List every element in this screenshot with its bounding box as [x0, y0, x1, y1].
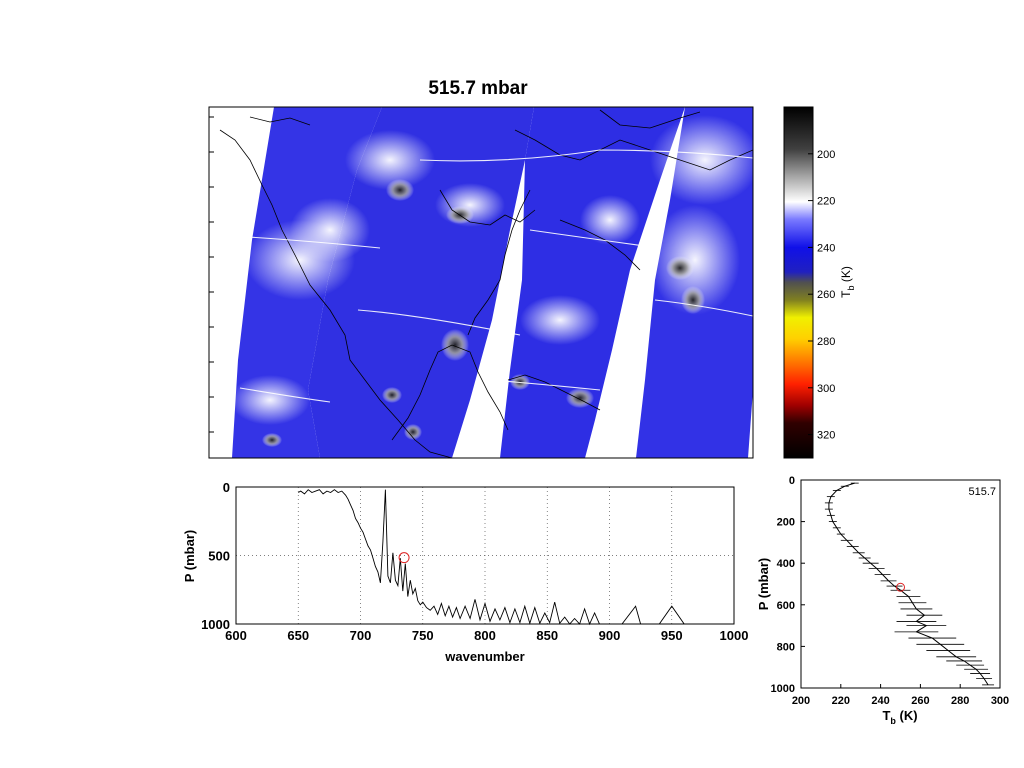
- spectrum-ytick-label: 1000: [201, 617, 230, 632]
- profile-xtick-label: 280: [951, 695, 969, 707]
- map-tick-marks: [209, 116, 214, 433]
- colorbar-tick-label: 200: [817, 149, 835, 161]
- spectrum-xtick-label: 600: [225, 628, 247, 643]
- swath-3: [500, 107, 685, 458]
- profile-xlabel: Tb (K): [882, 708, 917, 726]
- spectrum-xtick-label: 650: [287, 628, 309, 643]
- map-frame: [208, 106, 754, 459]
- colorbar-ticks: 200 220 240 260 280 300 320: [808, 149, 835, 442]
- spectrum-line: [298, 489, 734, 626]
- colorbar-tick-label: 260: [817, 289, 835, 301]
- profile-frame: [800, 479, 1001, 689]
- profile-xtick-label: 300: [991, 695, 1009, 707]
- colorbar-label: Tb (K): [839, 266, 856, 298]
- spectrum-ylabel: P (mbar): [182, 530, 197, 583]
- colorbar-tick-label: 240: [817, 242, 835, 254]
- profile-xtick-label: 220: [832, 695, 850, 707]
- colorbar-tick-label: 300: [817, 383, 835, 395]
- profile-xtick-label: 200: [792, 695, 810, 707]
- profile-xtick-label: 240: [871, 695, 889, 707]
- spectrum-xlabel: wavenumber: [444, 649, 524, 664]
- profile-ylabel: P (mbar): [756, 558, 771, 611]
- spectrum-ytick-label: 500: [208, 549, 230, 564]
- map-title: 515.7 mbar: [428, 78, 528, 99]
- spectrum-xtick-label: 700: [350, 628, 372, 643]
- profile-ytick-label: 1000: [771, 683, 795, 695]
- swath-scanlines: [231, 149, 753, 403]
- colorbar-tick-label: 280: [817, 336, 835, 348]
- colorbar-tick-label: 320: [817, 430, 835, 442]
- spectrum-xtick-label: 900: [599, 628, 621, 643]
- spectrum-tick-labels: 600 650 700 750 800 850 900 950 1000 0 500 1000: [201, 480, 748, 643]
- spectrum-frame: [235, 486, 735, 625]
- spectrum-xtick-label: 750: [412, 628, 434, 643]
- profile-ytick-label: 800: [777, 641, 795, 653]
- profile-ytick-label: 0: [789, 475, 795, 487]
- spectrum-xtick-label: 950: [661, 628, 683, 643]
- cloud-fields: [230, 115, 753, 447]
- spectrum-xtick-label: 800: [474, 628, 496, 643]
- profile-ytick-label: 400: [777, 558, 795, 570]
- spectrum-xtick-label: 850: [536, 628, 558, 643]
- profile-tick-labels: 200 220 240 260 280 300 0 200 400 600 800 1000: [771, 475, 1010, 707]
- map-panel: [209, 107, 753, 458]
- profile-ytick-label: 600: [777, 600, 795, 612]
- profile-xtick-label: 260: [911, 695, 929, 707]
- profile-ytick-label: 200: [777, 517, 795, 529]
- profile-error-bars: [824, 482, 995, 686]
- colorbar-tick-label: 220: [817, 196, 835, 208]
- spectrum-grid: [236, 487, 734, 624]
- spectrum-marker: [398, 552, 410, 564]
- spectrum-ytick-label: 0: [223, 480, 230, 495]
- colorbar: [783, 106, 814, 459]
- profile-marker: [896, 582, 905, 592]
- profile-line: [828, 482, 989, 686]
- spectrum-xtick-label: 1000: [720, 628, 749, 643]
- profile-annotation: 515.7: [968, 486, 996, 498]
